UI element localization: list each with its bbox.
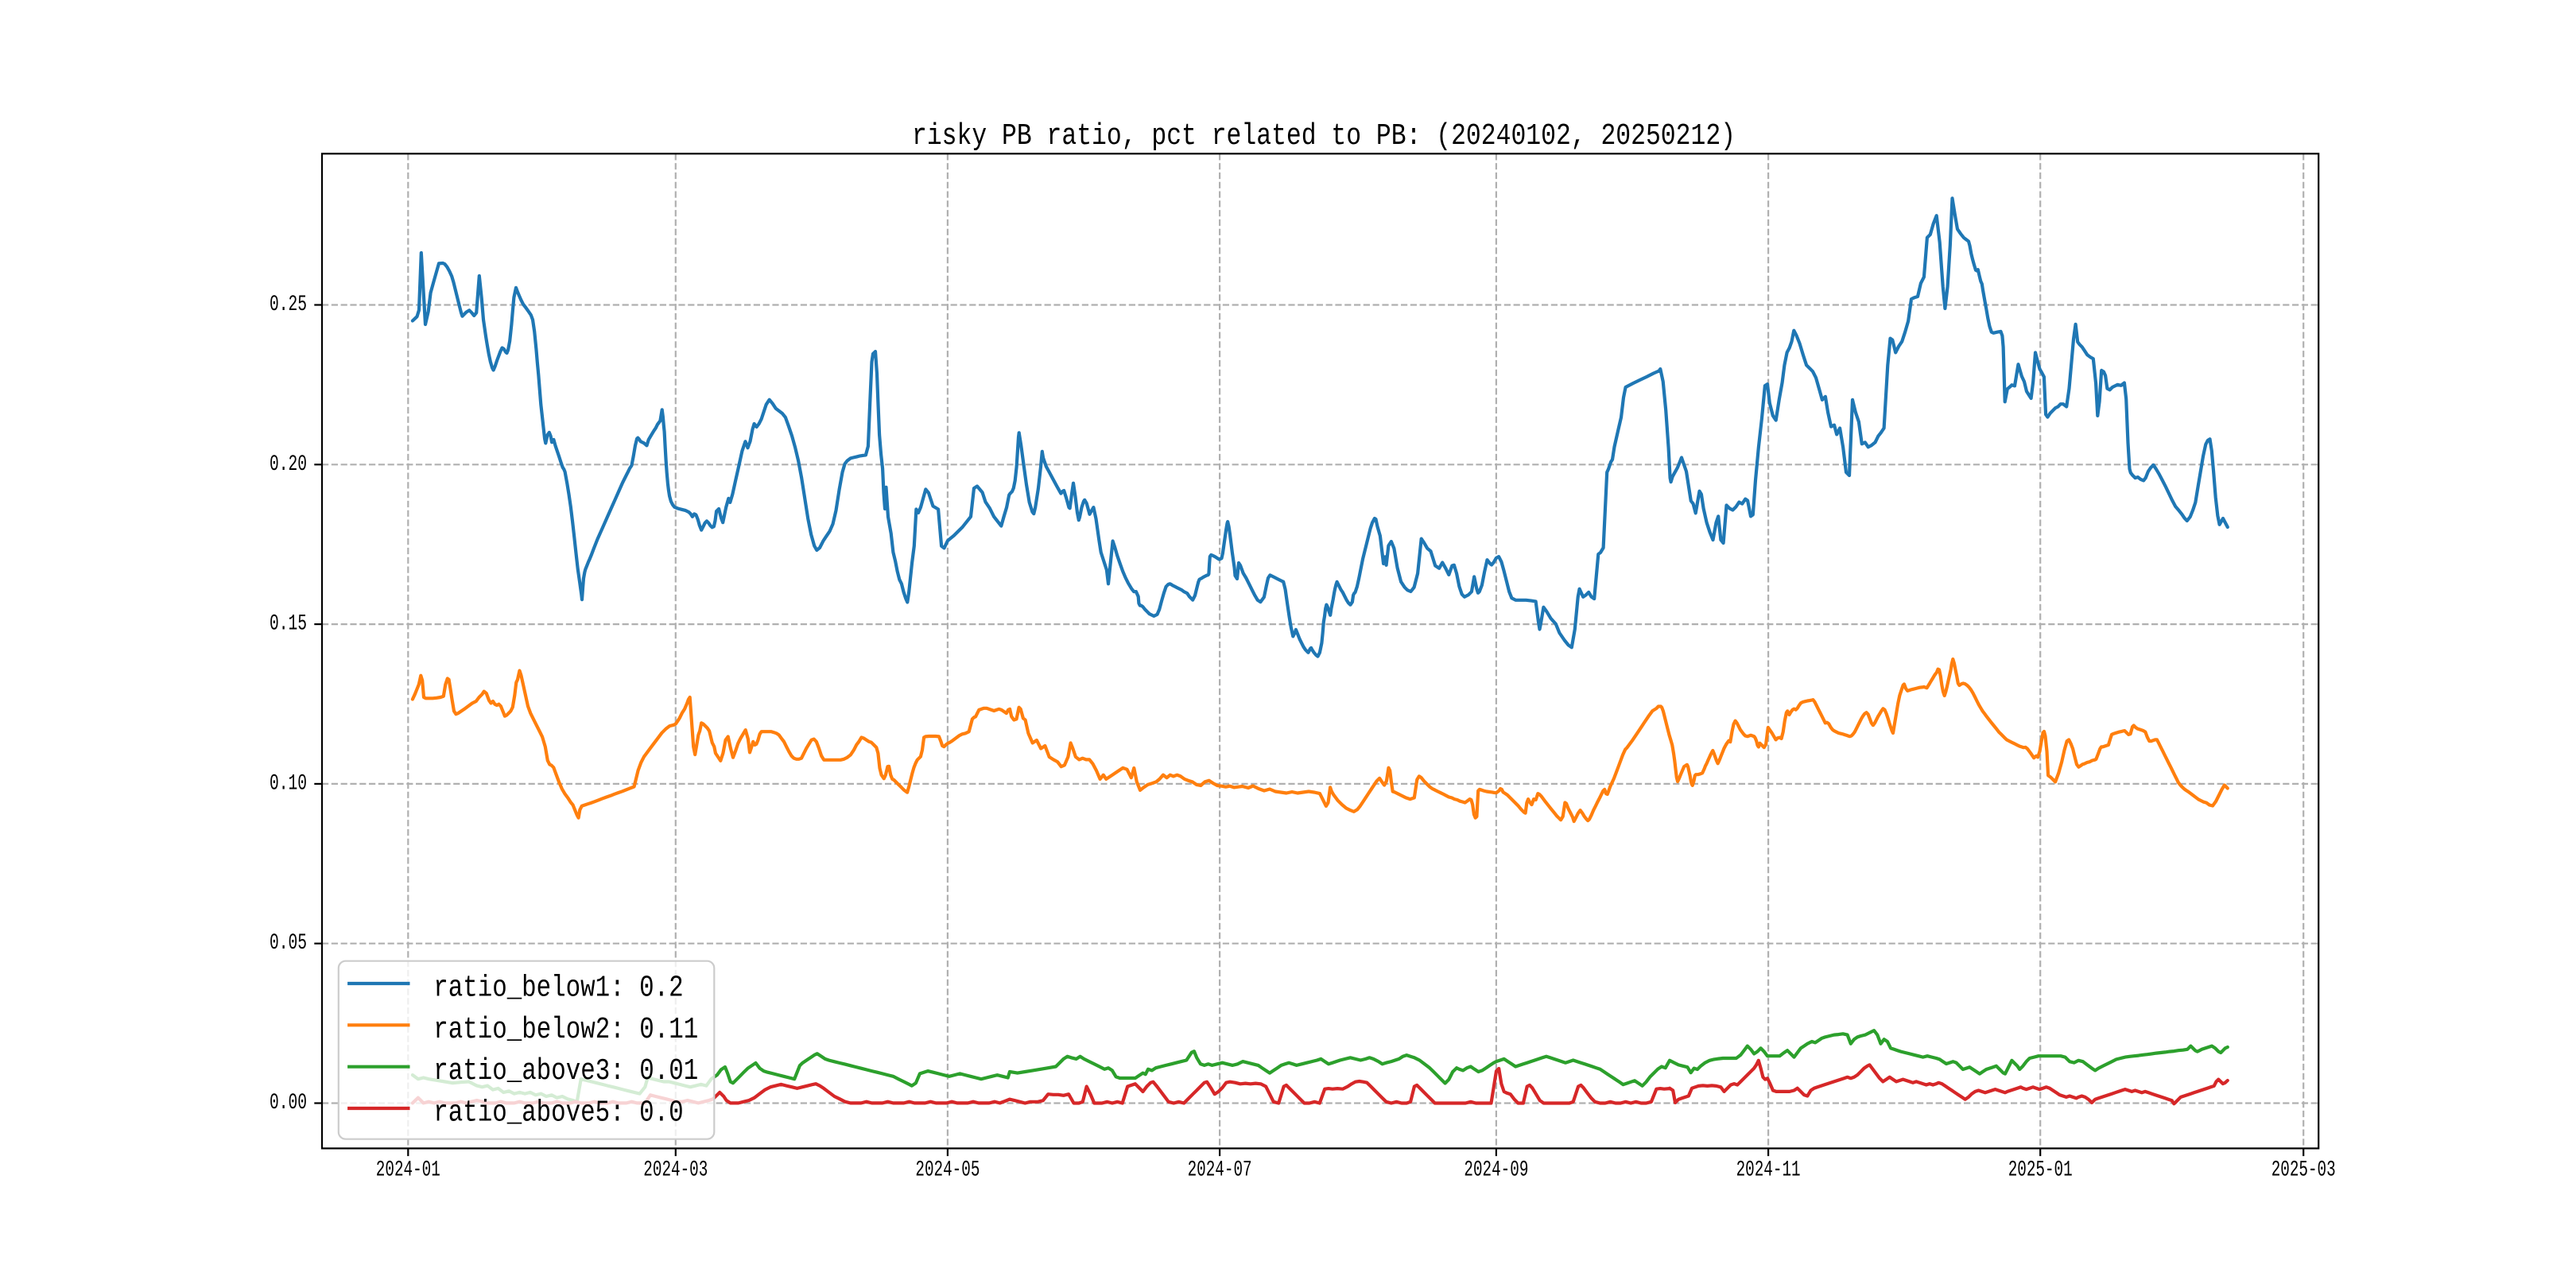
svg-text:0.00: 0.00 — [270, 1091, 307, 1115]
svg-text:2024-07: 2024-07 — [1188, 1158, 1252, 1183]
svg-text:2024-05: 2024-05 — [915, 1158, 980, 1183]
svg-text:2024-03: 2024-03 — [643, 1158, 708, 1183]
svg-text:2024-01: 2024-01 — [376, 1158, 440, 1183]
svg-text:0.20: 0.20 — [270, 452, 307, 477]
svg-text:0.10: 0.10 — [270, 771, 307, 796]
svg-text:2025-01: 2025-01 — [2008, 1158, 2073, 1183]
svg-text:2024-09: 2024-09 — [1464, 1158, 1528, 1183]
svg-text:0.05: 0.05 — [270, 931, 307, 956]
svg-text:ratio_below1: 0.2: ratio_below1: 0.2 — [433, 972, 684, 1006]
svg-text:ratio_below2: 0.11: ratio_below2: 0.11 — [433, 1013, 698, 1047]
svg-text:2024-11: 2024-11 — [1736, 1158, 1801, 1183]
svg-text:ratio_above3: 0.01: ratio_above3: 0.01 — [433, 1054, 698, 1088]
svg-text:ratio_above5: 0.0: ratio_above5: 0.0 — [433, 1096, 684, 1131]
svg-text:0.15: 0.15 — [270, 612, 307, 637]
svg-text:risky PB ratio, pct related to: risky PB ratio, pct related to PB: (2024… — [912, 119, 1736, 153]
svg-text:2025-03: 2025-03 — [2271, 1158, 2336, 1183]
svg-text:0.25: 0.25 — [270, 293, 307, 317]
